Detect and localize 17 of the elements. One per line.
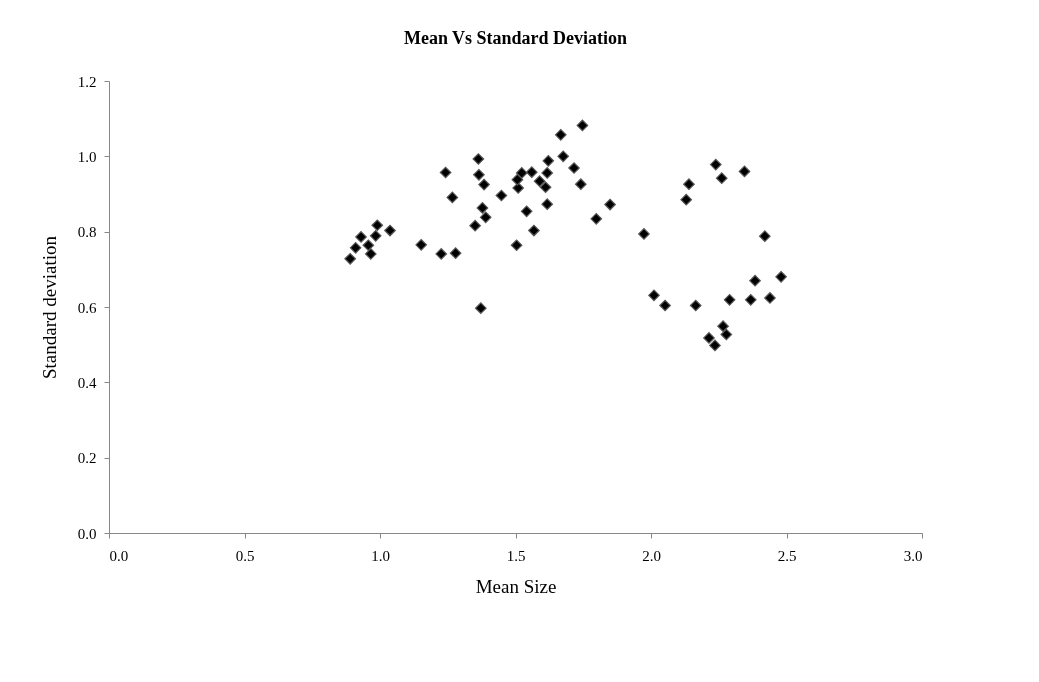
y-tick-label: 0.0 — [77, 525, 97, 542]
y-tick-label: 1.0 — [77, 148, 97, 165]
y-tick-label: 1.2 — [77, 73, 97, 90]
chart-title: Mean Vs Standard Deviation — [403, 28, 628, 48]
x-tick-label: 0.5 — [235, 547, 255, 564]
x-tick-label: 2.5 — [777, 547, 797, 564]
x-tick-label: 1.5 — [506, 547, 526, 564]
y-tick-label: 0.4 — [77, 374, 97, 391]
y-tick-label: 0.6 — [77, 299, 97, 316]
x-tick-label: 0.0 — [109, 547, 129, 564]
y-tick-label: 0.8 — [77, 224, 97, 241]
x-tick-label: 2.0 — [642, 547, 661, 564]
x-tick-label: 1.0 — [371, 547, 390, 564]
x-tick-label: 3.0 — [903, 547, 923, 564]
y-tick-label: 0.2 — [77, 450, 97, 467]
y-axis-title: Standard deviation — [38, 235, 60, 379]
x-axis-title: Mean Size — [475, 575, 557, 597]
